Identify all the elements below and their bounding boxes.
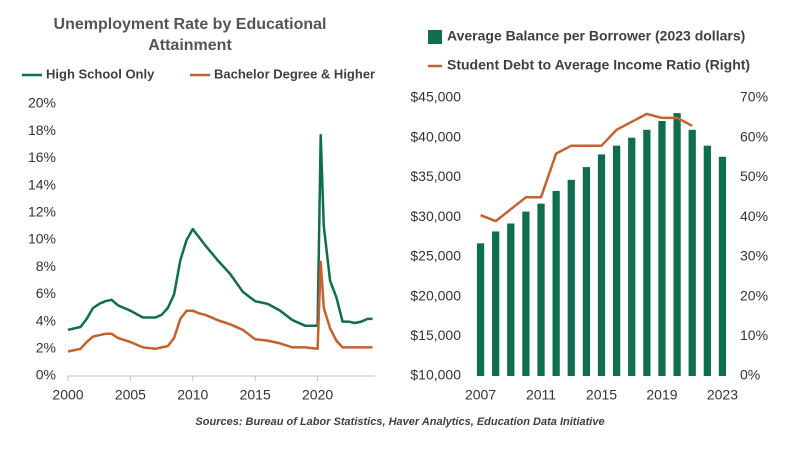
y-tick-label: 10% — [28, 231, 56, 247]
y2-tick-label: 30% — [740, 248, 768, 264]
y-tick-label: 0% — [36, 367, 56, 383]
y-tick-label: 8% — [36, 258, 56, 274]
legend-label: Bachelor Degree & Higher — [214, 66, 375, 81]
bar — [612, 145, 621, 376]
y-tick-label: 20% — [28, 95, 56, 111]
bar — [703, 145, 711, 376]
bar — [643, 129, 651, 376]
x-tick-label: 2020 — [302, 387, 333, 403]
y-tick-label: 2% — [36, 340, 56, 356]
y-tick-label: 6% — [36, 285, 56, 301]
line — [67, 260, 373, 353]
y2-tick-label: 0% — [740, 367, 760, 383]
bar — [507, 223, 515, 376]
y-tick-label: 16% — [28, 149, 56, 165]
legend-label: Average Balance per Borrower (2023 dolla… — [447, 28, 745, 44]
bar — [628, 137, 636, 376]
y-tick-label: $15,000 — [410, 327, 461, 343]
y2-tick-label: 70% — [740, 89, 768, 105]
y2-tick-label: 50% — [740, 168, 768, 184]
x-tick-label: 2015 — [240, 387, 271, 403]
x-tick-label: 2005 — [115, 387, 146, 403]
x-tick-label: 2011 — [526, 387, 556, 403]
x-tick-label: 2007 — [465, 387, 496, 403]
y2-tick-label: 40% — [740, 208, 768, 224]
chart-title: Unemployment Rate by Educational Attainm… — [53, 16, 327, 54]
y-tick-label: $30,000 — [410, 208, 461, 224]
y-tick-label: $40,000 — [410, 128, 461, 144]
y2-tick-label: 60% — [740, 128, 768, 144]
source-note: Sources: Bureau of Labor Statistics, Hav… — [195, 416, 605, 428]
x-tick-label: 2000 — [52, 387, 83, 403]
x-tick-label: 2015 — [586, 387, 617, 403]
y-tick-label: 12% — [28, 204, 56, 220]
line — [67, 134, 373, 332]
bar — [597, 154, 606, 376]
bar — [522, 211, 530, 376]
y-tick-label: 14% — [28, 176, 56, 192]
legend-swatch — [428, 30, 442, 44]
bar — [718, 156, 727, 376]
y-tick-label: $45,000 — [410, 89, 461, 105]
y-tick-label: 4% — [36, 312, 56, 328]
y-tick-label: $20,000 — [410, 287, 461, 303]
x-tick-label: 2010 — [177, 387, 208, 403]
x-tick-label: 2023 — [707, 387, 738, 403]
y-tick-label: $25,000 — [410, 248, 461, 264]
bar — [552, 190, 560, 376]
y-tick-label: $10,000 — [410, 367, 461, 383]
bar — [582, 167, 591, 376]
bar — [658, 121, 666, 376]
bar — [492, 231, 500, 376]
bar — [537, 203, 545, 376]
legend-label: High School Only — [46, 66, 155, 81]
line — [480, 112, 693, 223]
legend-label: Student Debt to Average Income Ratio (Ri… — [447, 57, 750, 73]
y2-tick-label: 10% — [740, 327, 768, 343]
bar — [567, 179, 575, 376]
y-tick-label: $35,000 — [410, 168, 461, 184]
x-tick-label: 2019 — [646, 387, 677, 403]
bar — [673, 113, 681, 376]
bar — [476, 243, 485, 376]
y2-tick-label: 20% — [740, 287, 768, 303]
y-tick-label: 18% — [28, 122, 56, 138]
bar — [688, 129, 696, 376]
